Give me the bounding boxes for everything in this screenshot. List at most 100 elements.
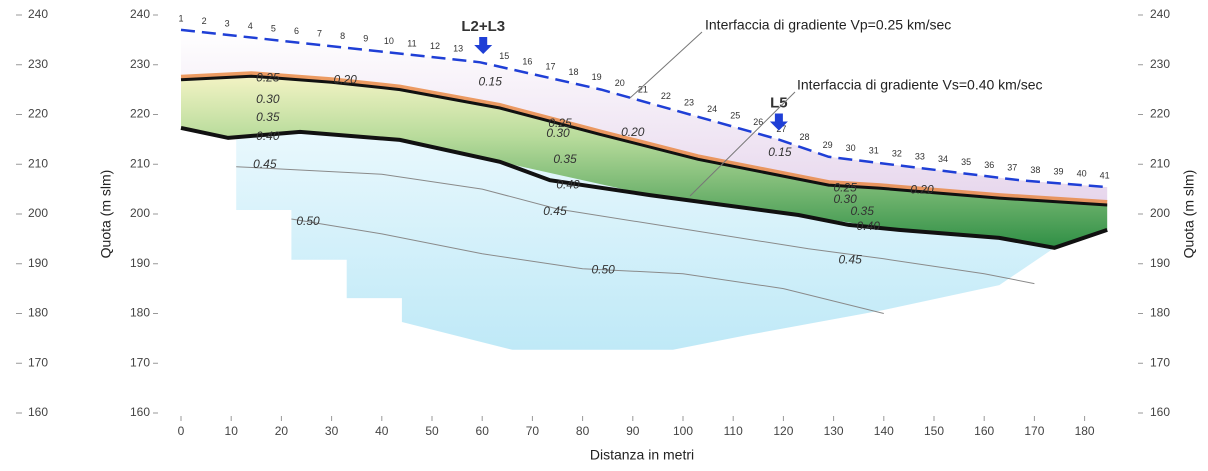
contour-label: 0.20 <box>333 72 357 86</box>
geophone-label: 7 <box>317 28 322 38</box>
x-tick-label: 170 <box>1024 424 1044 438</box>
x-tick-label: 40 <box>375 424 389 438</box>
x-tick-label: 120 <box>773 424 793 438</box>
geophone-label: 8 <box>340 31 345 41</box>
green-layer <box>181 76 1108 248</box>
y-axis-title: Quota (m slm) <box>98 170 114 259</box>
y-tick-label: 240 <box>1150 7 1170 21</box>
geophone-label: 9 <box>363 33 368 43</box>
y-tick-label: 230 <box>130 57 150 71</box>
orange-band <box>180 71 1108 204</box>
geophone-label: 23 <box>684 98 694 108</box>
geophone-label: 20 <box>615 78 625 88</box>
geophone-label: 10 <box>384 36 394 46</box>
y-tick-label: 240 <box>130 7 150 21</box>
x-tick-label: 20 <box>275 424 289 438</box>
geophone-label: 25 <box>730 111 740 121</box>
geophone-label: 13 <box>453 43 463 53</box>
geophone-label: 5 <box>271 23 276 33</box>
y-tick-label: 180 <box>130 306 150 320</box>
geophone-label: 21 <box>638 85 648 95</box>
geophone-label: 26 <box>753 117 763 127</box>
geophone-label: 3 <box>225 18 230 28</box>
y-tick-label: 200 <box>28 206 48 220</box>
marker-arrow <box>769 113 788 131</box>
contour-label: 0.20 <box>910 182 934 196</box>
geophone-label: 6 <box>294 26 299 36</box>
geophone-label: 11 <box>407 38 416 48</box>
y-tick-label: 190 <box>1150 256 1170 270</box>
y-tick-label: 240 <box>28 7 48 21</box>
lower-interface <box>180 125 1108 250</box>
y-tick-label: 180 <box>28 306 48 320</box>
leader-line <box>629 31 703 99</box>
y-tick-label: 160 <box>1150 405 1170 419</box>
contour-label: 0.25 <box>256 70 280 84</box>
y-tick-label: 220 <box>28 107 48 121</box>
geophone-label: 30 <box>846 143 856 153</box>
geophone-label: 39 <box>1053 167 1063 177</box>
contour-label: 0.40 <box>857 219 881 233</box>
marker-label: L5 <box>770 95 788 112</box>
y-tick-label: 170 <box>1150 355 1170 369</box>
x-tick-label: 0 <box>178 424 185 438</box>
annotation: Interfaccia di gradiente Vs=0.40 km/sec <box>797 77 1043 93</box>
contour-label: 0.45 <box>543 204 567 218</box>
x-tick-label: 60 <box>476 424 490 438</box>
y-tick-label: 170 <box>130 355 150 369</box>
annotation: Interfaccia di gradiente Vp=0.25 km/sec <box>705 17 951 33</box>
geophone-label: 41 <box>1100 170 1110 180</box>
geophone-label: 37 <box>1007 163 1017 173</box>
y-tick-label: 180 <box>1150 306 1170 320</box>
contour-line <box>291 218 884 314</box>
contour-label: 0.15 <box>479 74 503 88</box>
x-tick-label: 90 <box>626 424 640 438</box>
geophone-label: 15 <box>499 51 509 61</box>
geophone-label: 29 <box>823 140 833 150</box>
contour-label: 0.45 <box>253 157 277 171</box>
geophone-label: 18 <box>569 67 579 77</box>
y-tick-label: 190 <box>28 256 48 270</box>
upper-interface <box>180 74 1108 207</box>
x-tick-label: 30 <box>325 424 339 438</box>
low-velocity-layer <box>181 29 1108 206</box>
x-tick-label: 160 <box>974 424 994 438</box>
x-tick-label: 110 <box>724 424 743 438</box>
contour-label: 0.40 <box>256 129 280 143</box>
geophone-label: 16 <box>522 56 532 66</box>
y-tick-label: 220 <box>1150 107 1170 121</box>
contour-label: 0.45 <box>838 252 862 266</box>
y-tick-label: 200 <box>130 206 150 220</box>
contour-label: 0.15 <box>768 145 792 159</box>
contour-label: 0.40 <box>556 177 580 191</box>
y-tick-label: 210 <box>1150 156 1170 170</box>
geophone-label: 12 <box>430 41 440 51</box>
geophone-label: 24 <box>707 104 717 114</box>
geophone-label: 2 <box>202 16 207 26</box>
x-tick-label: 70 <box>526 424 540 438</box>
x-tick-label: 180 <box>1075 424 1095 438</box>
contour-label: 0.50 <box>296 214 320 228</box>
geophone-label: 19 <box>592 72 602 82</box>
y2-axis-title: Quota (m slm) <box>1181 170 1197 259</box>
contour-label: 0.35 <box>553 152 577 166</box>
geophone-label: 22 <box>661 91 671 101</box>
marker-label: L2+L3 <box>461 18 505 35</box>
geophone-label: 32 <box>892 149 902 159</box>
geophone-label: 38 <box>1030 165 1040 175</box>
x-tick-label: 100 <box>673 424 693 438</box>
geophone-label: 35 <box>961 157 971 167</box>
leader-line <box>689 91 796 197</box>
x-axis-title: Distanza in metri <box>590 447 694 463</box>
y-tick-label: 230 <box>1150 57 1170 71</box>
topography <box>180 28 1108 189</box>
contour-label: 0.20 <box>621 125 645 139</box>
y-tick-label: 170 <box>28 355 48 369</box>
x-tick-label: 10 <box>225 424 239 438</box>
x-tick-label: 130 <box>824 424 844 438</box>
y-tick-label: 210 <box>130 156 150 170</box>
x-tick-label: 80 <box>576 424 590 438</box>
contour-label: 0.25 <box>833 180 857 194</box>
y-tick-label: 160 <box>28 405 48 419</box>
